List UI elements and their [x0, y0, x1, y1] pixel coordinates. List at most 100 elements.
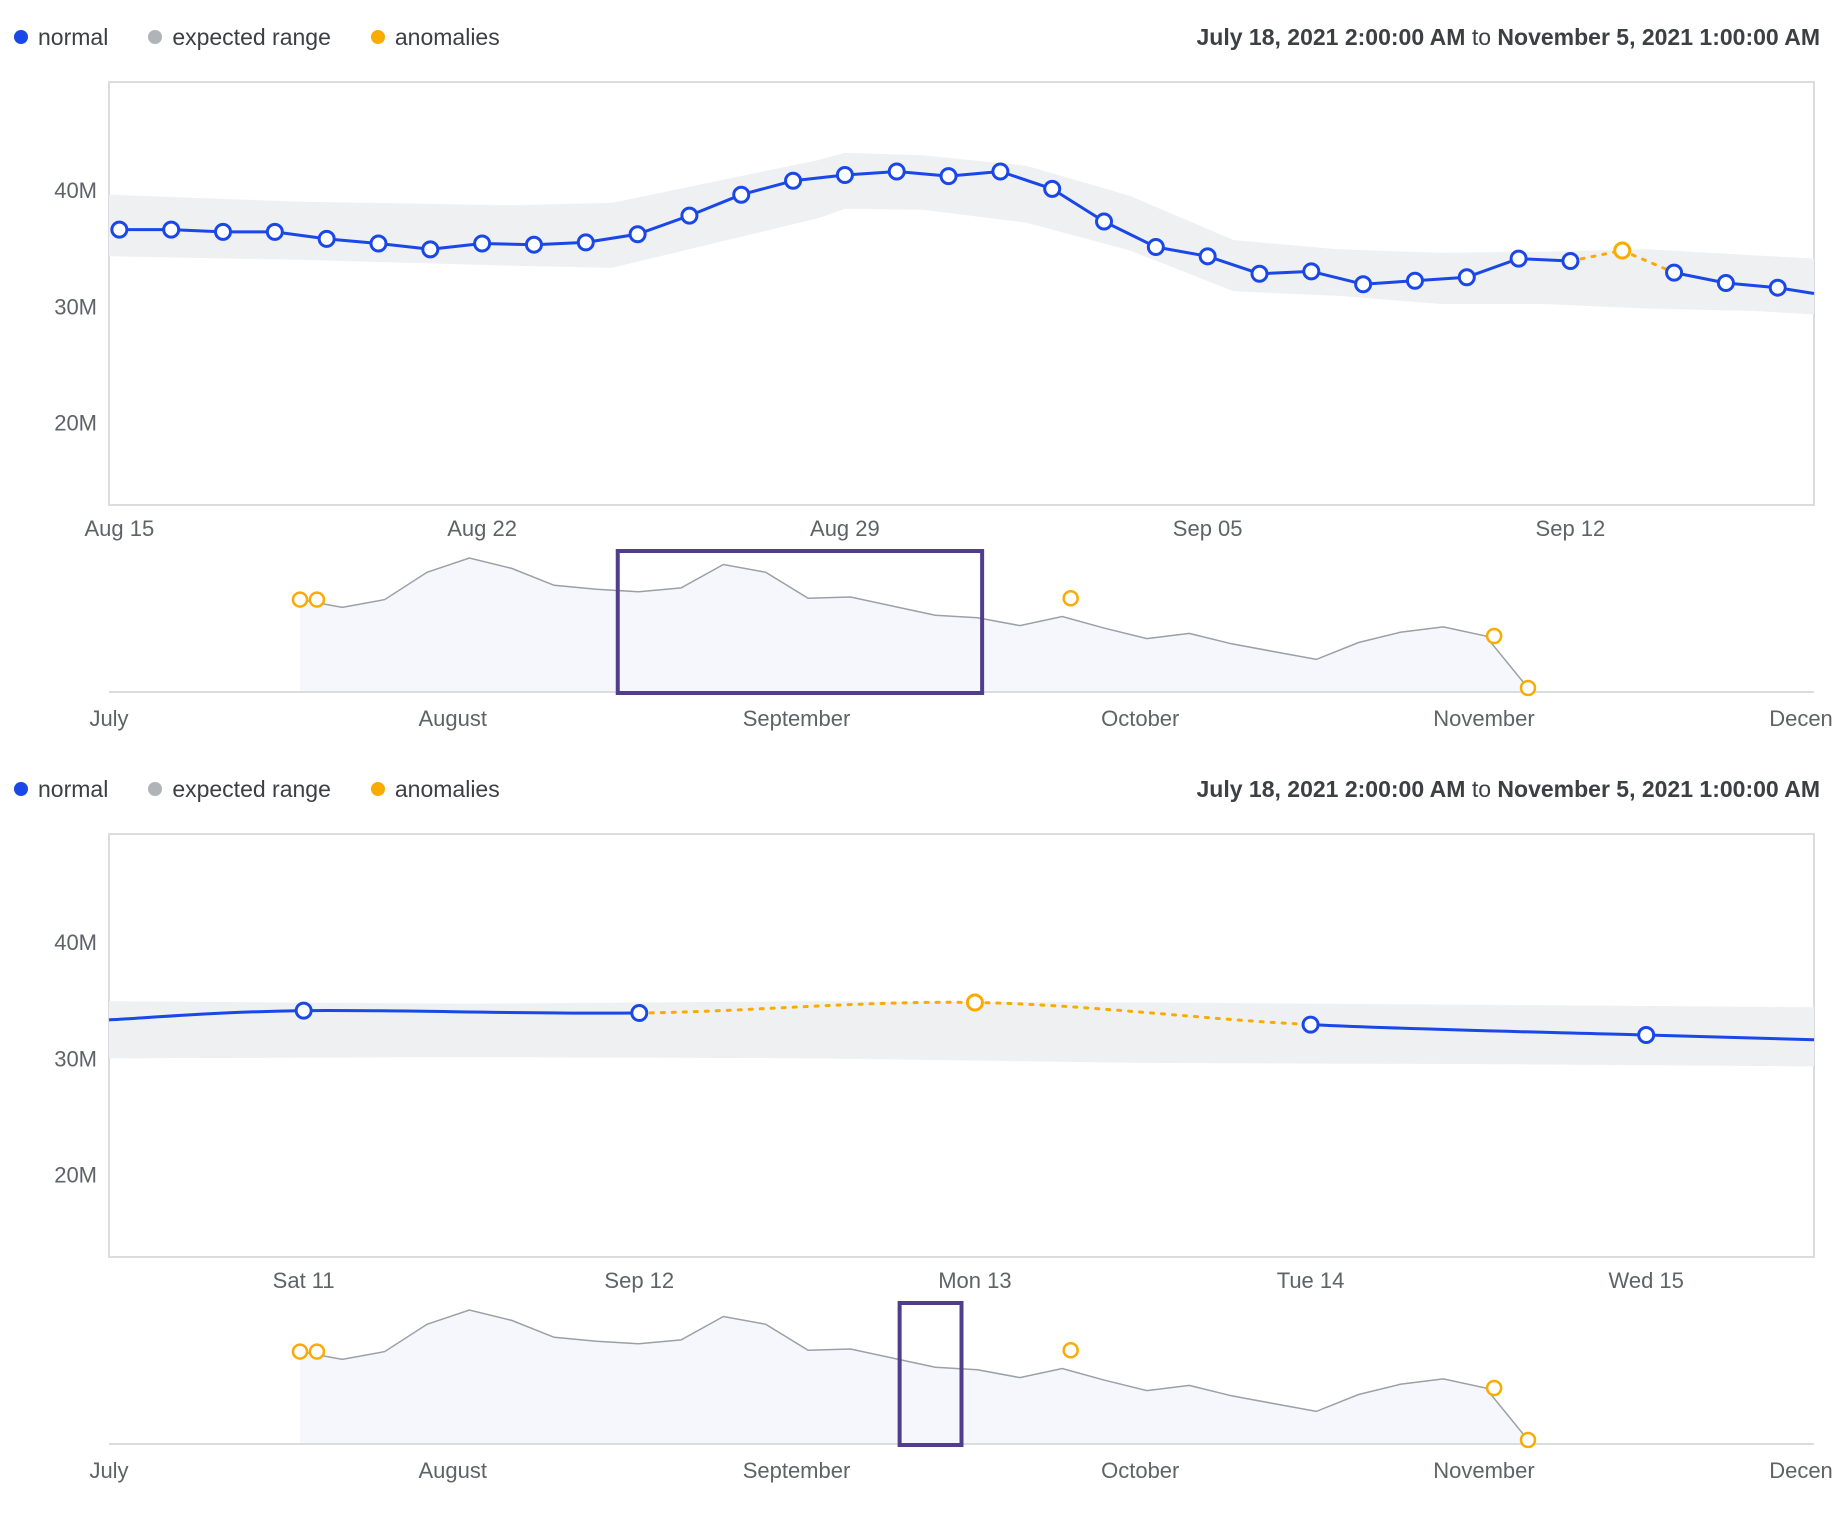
series-line-segment — [1103, 220, 1157, 249]
date-range-end: November 5, 2021 1:00:00 AM — [1497, 776, 1820, 802]
normal-dot-icon — [14, 782, 28, 796]
data-point[interactable] — [784, 171, 803, 190]
x-tick-label: Wed 15 — [1608, 1268, 1683, 1293]
data-point[interactable] — [1665, 263, 1684, 282]
series-line-segment — [1466, 257, 1520, 279]
data-point[interactable] — [1043, 179, 1062, 198]
overview-month-label: Decen — [1769, 706, 1833, 731]
anomaly-point[interactable] — [1613, 241, 1632, 260]
legend-item-anomalies[interactable]: anomalies — [370, 775, 500, 803]
overview-anomaly-point — [291, 591, 309, 608]
data-point[interactable] — [1354, 275, 1373, 294]
data-point[interactable] — [680, 206, 699, 225]
date-range: July 18, 2021 2:00:00 AM to November 5, … — [1197, 22, 1820, 52]
chart-canvas[interactable]: 40M 30M 20M Aug 15 Aug 22 Aug 29 Sep 05 Sep 12 J… — [0, 0, 1844, 761]
x-tick-label: Aug 22 — [447, 516, 517, 541]
series-line-segment — [999, 170, 1053, 191]
overview-anomaly-point — [1519, 679, 1537, 697]
data-point[interactable] — [1561, 251, 1580, 270]
data-point[interactable] — [887, 162, 906, 181]
overview-month-label: October — [1101, 1458, 1179, 1483]
data-point[interactable] — [1637, 1026, 1656, 1045]
expected-range-dot-icon — [148, 30, 163, 44]
series-line-segment — [637, 214, 690, 236]
overview-anomaly-point — [1485, 627, 1503, 645]
legend-label-normal: normal — [38, 775, 109, 802]
data-point[interactable] — [1250, 264, 1269, 283]
data-point[interactable] — [630, 1003, 649, 1022]
data-point[interactable] — [1095, 212, 1114, 231]
anomaly-point[interactable] — [965, 993, 984, 1012]
overview-month-label: September — [743, 1458, 851, 1483]
overview-anomaly-point — [1485, 1379, 1503, 1397]
overview-line — [299, 1309, 1529, 1441]
normal-dot-icon — [14, 30, 28, 44]
data-point[interactable] — [162, 220, 181, 239]
series-line-segment — [1310, 1023, 1647, 1037]
data-point[interactable] — [473, 234, 492, 253]
data-point[interactable] — [1509, 249, 1528, 268]
expected-range-dot-icon — [148, 782, 163, 796]
overview-line — [299, 557, 1529, 689]
legend-label-expected-range: expected range — [172, 775, 331, 802]
anomaly-line-segment — [1620, 249, 1676, 275]
legend: normal expected range anomalies — [14, 774, 540, 804]
overview-month-label: October — [1101, 706, 1179, 731]
overview-month-label: November — [1433, 1458, 1534, 1483]
legend-item-normal[interactable]: normal — [14, 776, 108, 803]
data-point[interactable] — [1457, 268, 1476, 287]
legend-item-expected-range[interactable]: expected range — [148, 776, 331, 803]
overview-anomaly-point — [291, 1343, 309, 1360]
overview-selection-window[interactable] — [897, 1301, 964, 1447]
data-point[interactable] — [1146, 238, 1165, 257]
legend-item-normal[interactable]: normal — [14, 24, 108, 51]
data-point[interactable] — [265, 222, 284, 241]
data-point[interactable] — [1768, 278, 1787, 297]
x-tick-label: Mon 13 — [938, 1268, 1011, 1293]
date-range-separator: to — [1471, 24, 1492, 50]
anomaly-line-segment — [973, 1001, 1313, 1027]
data-point[interactable] — [214, 222, 233, 241]
anomaly-chart-panel-bottom: normal expected range anomalies July 18,… — [0, 752, 1844, 1513]
anomaly-dot-icon — [370, 30, 385, 44]
legend-label-normal: normal — [38, 23, 109, 50]
overview-month-label: August — [419, 706, 488, 731]
chart-canvas[interactable]: 40M 30M 20M Sat 11 Sep 12 Mon 13 Tue 14 Wed 15 J… — [0, 752, 1844, 1513]
data-point[interactable] — [991, 162, 1010, 181]
date-range: July 18, 2021 2:00:00 AM to November 5, … — [1197, 774, 1820, 804]
anomaly-dot-icon — [370, 782, 385, 796]
data-point[interactable] — [369, 234, 388, 253]
data-point[interactable] — [628, 225, 647, 244]
data-point[interactable] — [110, 220, 129, 239]
series-line-segment — [1646, 1033, 1815, 1042]
series-line-segment — [1207, 254, 1260, 276]
x-tick-label: Sep 12 — [1536, 516, 1606, 541]
overview-anomaly-point — [308, 1343, 326, 1360]
data-point[interactable] — [421, 240, 440, 259]
data-point[interactable] — [1302, 262, 1321, 281]
data-point[interactable] — [835, 165, 854, 184]
legend-item-anomalies[interactable]: anomalies — [370, 23, 500, 51]
data-point[interactable] — [576, 233, 595, 252]
legend-label-expected-range: expected range — [172, 23, 331, 50]
legend: normal expected range anomalies — [14, 22, 540, 52]
overview-selection-window[interactable] — [615, 549, 985, 695]
legend-label-anomalies: anomalies — [394, 23, 500, 50]
legend-label-anomalies: anomalies — [394, 775, 500, 802]
data-point[interactable] — [939, 167, 958, 186]
overview-month-label: September — [743, 706, 851, 731]
y-tick-label: 30M — [54, 1046, 97, 1071]
data-point[interactable] — [524, 235, 543, 254]
data-point[interactable] — [1301, 1015, 1320, 1034]
legend-item-expected-range[interactable]: expected range — [148, 24, 331, 51]
data-point[interactable] — [1405, 271, 1424, 290]
y-tick-label: 40M — [54, 178, 97, 203]
x-tick-label: Sep 12 — [604, 1268, 674, 1293]
data-point[interactable] — [317, 229, 336, 248]
x-tick-label: Sat 11 — [273, 1268, 335, 1293]
data-point[interactable] — [1198, 247, 1217, 266]
x-tick-label: Tue 14 — [1277, 1268, 1345, 1293]
data-point[interactable] — [732, 185, 751, 204]
data-point[interactable] — [1716, 274, 1735, 293]
data-point[interactable] — [294, 1001, 313, 1020]
